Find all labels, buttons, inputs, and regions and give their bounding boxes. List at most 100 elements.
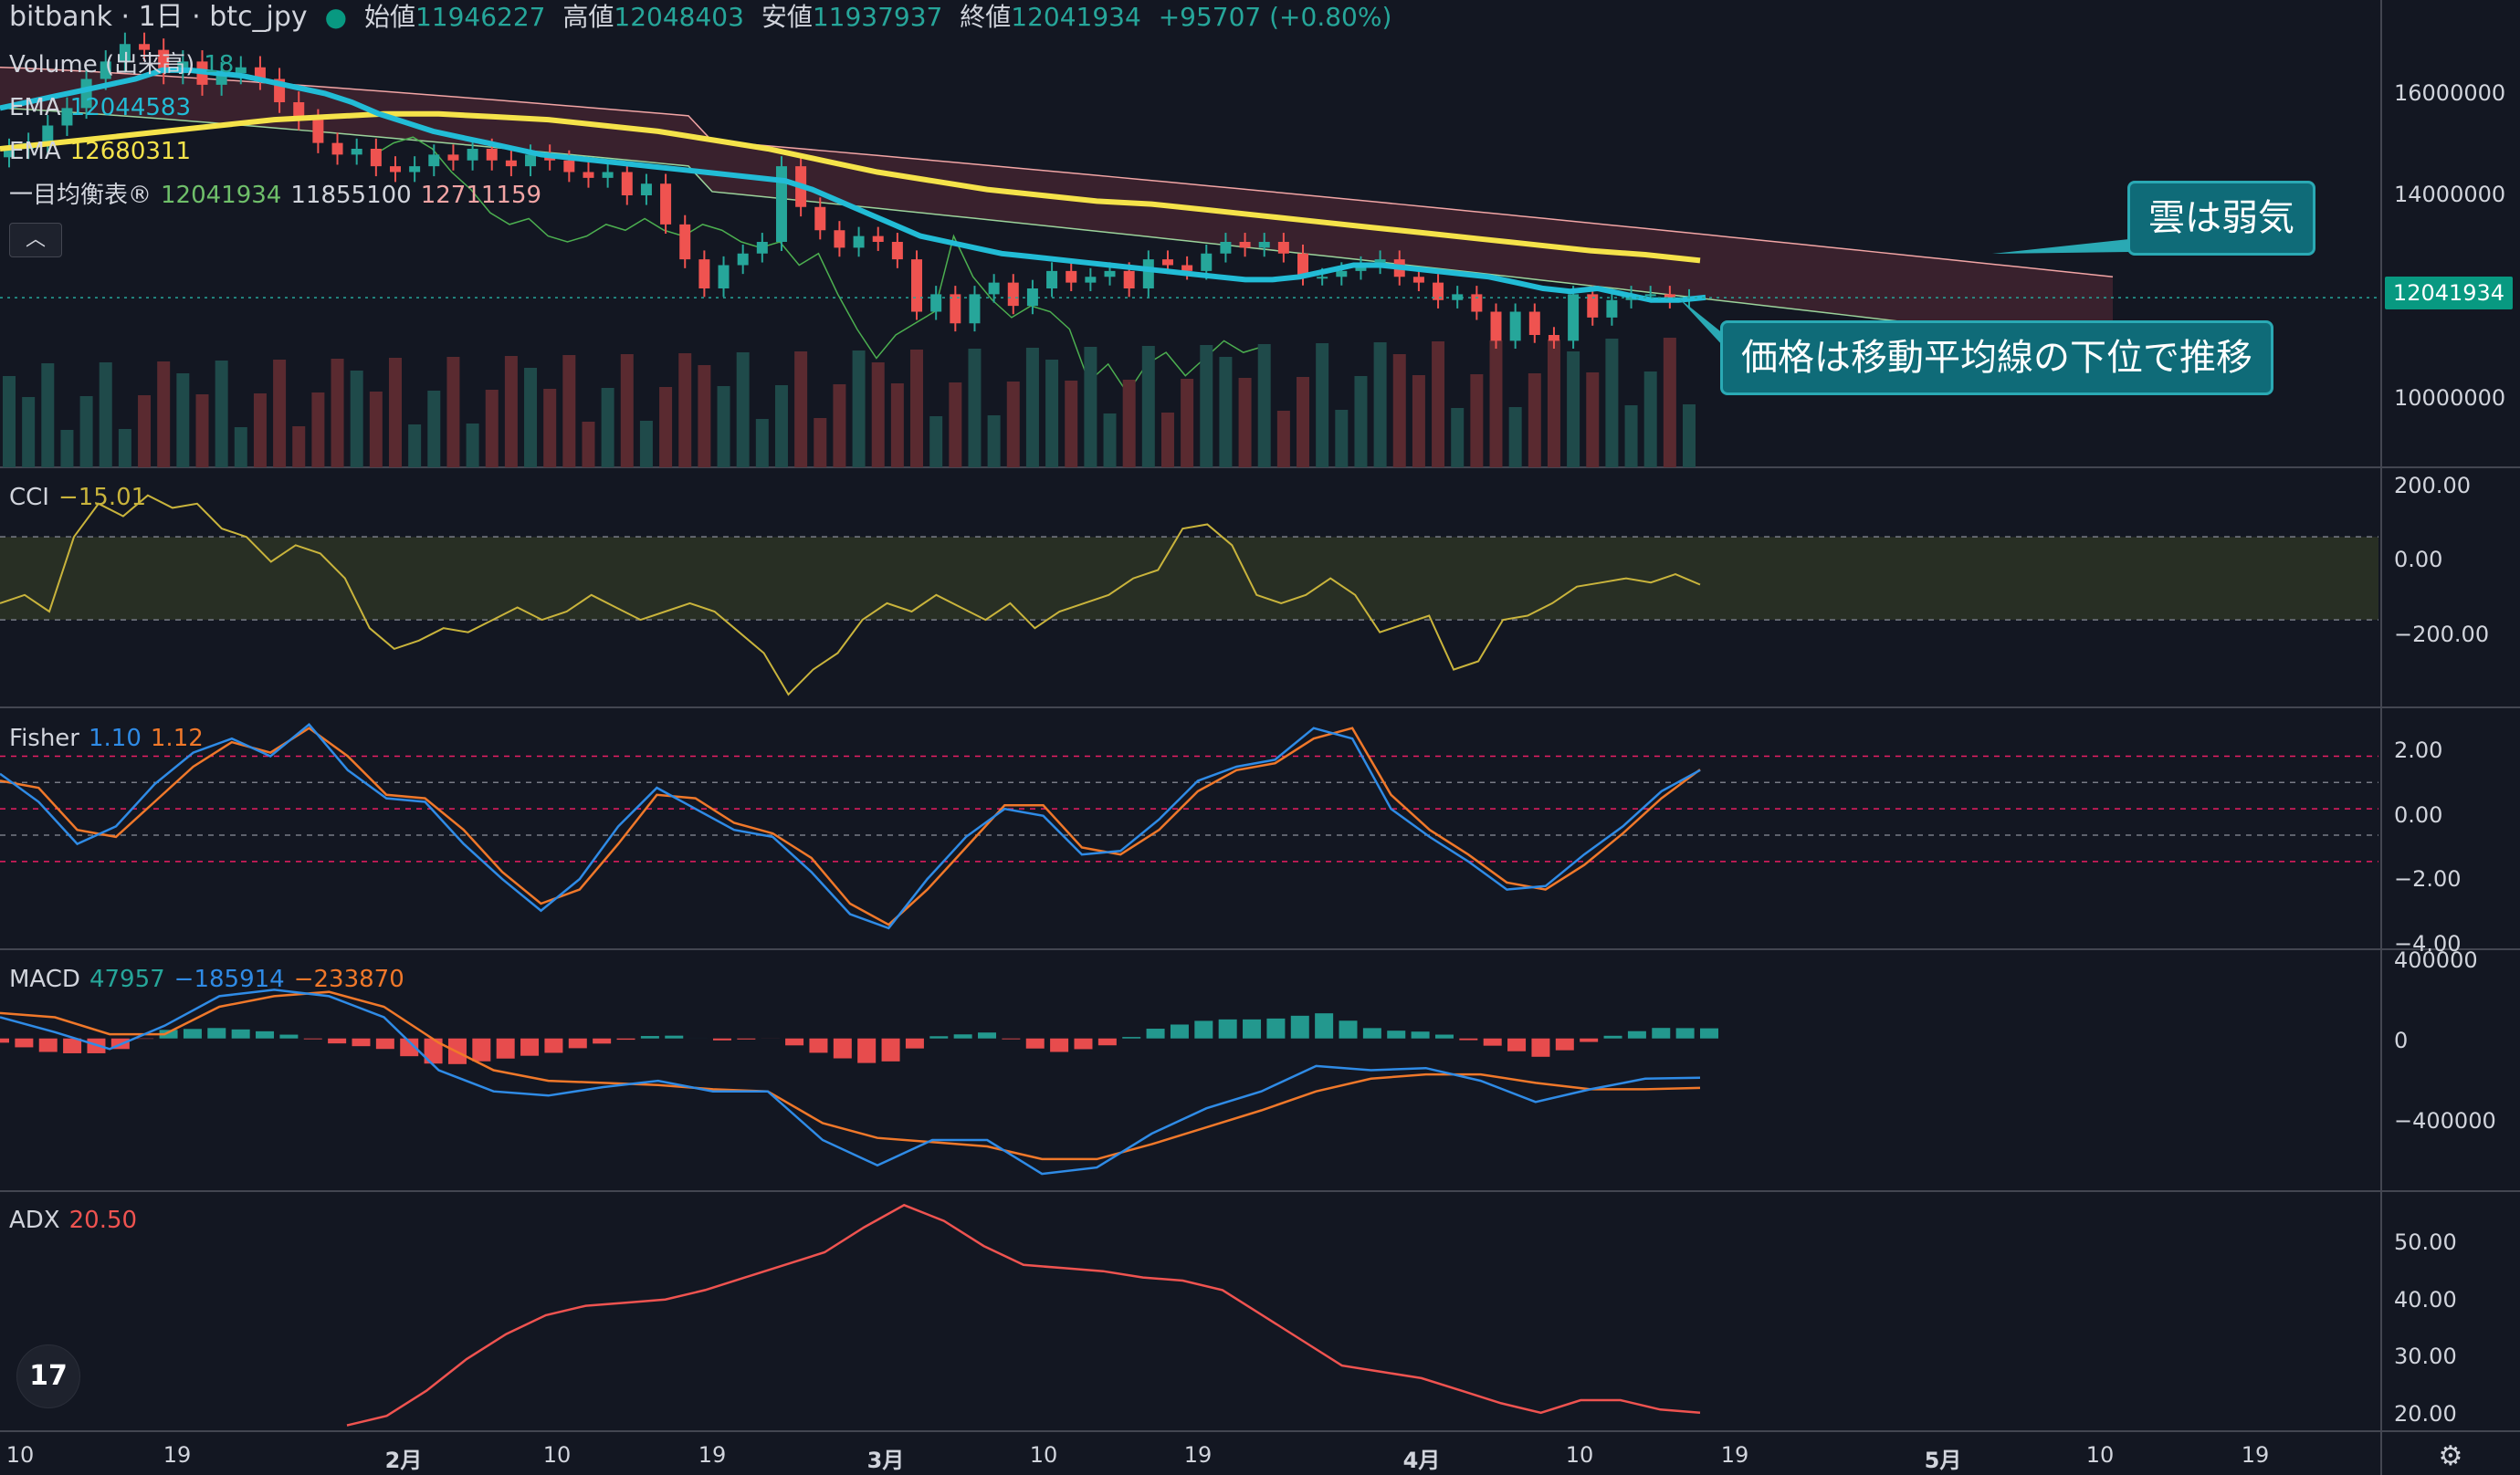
volume-bar [253, 393, 267, 467]
macd-histogram-bar [1002, 1038, 1021, 1040]
fisher-legend[interactable]: Fisher 1.10 1.12 [9, 723, 213, 754]
senkou-span-a [0, 107, 2114, 348]
volume-bar [717, 386, 730, 467]
macd-histogram-bar [328, 1038, 347, 1044]
ema1-legend[interactable]: EMA 12044583 [9, 92, 200, 123]
cci-legend[interactable]: CCI −15.01 [9, 482, 155, 513]
candle-body [389, 166, 401, 173]
time-axis-label: 19 [698, 1442, 727, 1468]
tradingview-logo-icon[interactable]: 17 [16, 1344, 80, 1408]
volume-legend[interactable]: Volume (出来高) 18 [9, 49, 243, 80]
fisher-tick-neg2: −2.00 [2394, 866, 2462, 892]
volume-bar [1547, 340, 1560, 467]
macd-histogram-bar [1434, 1034, 1454, 1039]
volume-bar [1663, 338, 1676, 467]
macd-histogram-bar [1194, 1020, 1213, 1039]
candle-body [312, 120, 324, 143]
volume-bar [949, 382, 962, 467]
candle-body [911, 259, 923, 312]
candle-body [602, 172, 614, 178]
candle-body [235, 67, 247, 74]
macd-value-1: 47957 [89, 966, 165, 993]
fisher-value-2: 1.12 [150, 725, 204, 752]
settings-icon[interactable]: ⚙ [2438, 1440, 2463, 1472]
ema2-legend[interactable]: EMA 12680311 [9, 136, 200, 167]
candle-body [679, 224, 691, 260]
candle-body [1201, 253, 1213, 271]
macd-line [0, 989, 1701, 1176]
volume-bar [408, 424, 422, 467]
candle-body [4, 149, 15, 158]
volume-bar [987, 415, 1001, 467]
adx-legend[interactable]: ADX 20.50 [9, 1205, 146, 1236]
candle-body [1471, 294, 1483, 312]
chikou-span [373, 136, 1264, 395]
macd-histogram-bar [1675, 1028, 1695, 1039]
volume-bar [331, 359, 344, 467]
candle-body [853, 235, 865, 248]
macd-histogram-bar [568, 1038, 587, 1049]
ichimoku-legend[interactable]: 一目均衡表® 12041934 11855100 12711159 [9, 180, 551, 211]
volume-bar [582, 422, 595, 467]
macd-histogram-bar [1315, 1013, 1334, 1039]
macd-value-2: −185914 [173, 966, 285, 993]
volume-bar [138, 395, 152, 467]
candle-body [814, 206, 826, 231]
macd-histogram-bar [544, 1038, 563, 1053]
volume-bar [736, 352, 750, 467]
candle-body [1452, 294, 1464, 300]
candle-body [775, 166, 787, 242]
volume-bar [157, 361, 171, 467]
candle-body [1317, 277, 1328, 279]
fisher-value-1: 1.10 [89, 725, 142, 752]
macd-histogram-bar [929, 1036, 949, 1039]
volume-bar [524, 368, 538, 467]
candle-body [467, 149, 478, 161]
volume-bar [504, 356, 518, 467]
macd-histogram-bar [665, 1035, 684, 1039]
volume-bar [659, 387, 673, 467]
candle-body [1046, 270, 1058, 288]
volume-bar [292, 426, 306, 467]
callout-cloud-weak[interactable]: 雲は弱気 [2127, 181, 2315, 256]
collapse-legend-button[interactable]: ︿ [9, 223, 62, 257]
macd-histogram-bar [1700, 1028, 1718, 1039]
volume-bar [601, 388, 614, 467]
macd-legend[interactable]: MACD 47957 −185914 −233870 [9, 964, 414, 995]
macd-histogram-bar [1170, 1024, 1189, 1039]
time-axis-label: 4月 [1402, 1448, 1441, 1473]
volume-bar [968, 349, 982, 467]
fisher-tick-0: 0.00 [2394, 802, 2443, 828]
candle-body [1606, 299, 1618, 318]
candle-body [737, 253, 749, 266]
symbol-title[interactable]: bitbank · 1日 · btc_jpy [9, 1, 308, 33]
macd-tick-400k: 400000 [2394, 947, 2478, 973]
volume-bar [1412, 375, 1425, 467]
candle-body [1007, 282, 1019, 307]
callout-price-below-ma[interactable]: 価格は移動平均線の下位で推移 [1720, 320, 2273, 395]
macd-histogram-bar [63, 1038, 82, 1053]
macd-histogram-bar [38, 1038, 58, 1052]
fisher-line [0, 723, 1701, 930]
macd-histogram-bar [712, 1038, 731, 1041]
macd-histogram-bar [809, 1038, 828, 1053]
volume-label: Volume (出来高) [9, 51, 195, 78]
adx-line [346, 1203, 1701, 1427]
macd-histogram-bar [1339, 1020, 1358, 1039]
candle-body [428, 154, 440, 167]
macd-histogram-bar [1218, 1019, 1237, 1039]
time-axis-label: 10 [1565, 1442, 1594, 1468]
volume-bar [215, 361, 228, 467]
volume-bar [1605, 339, 1619, 467]
candle-body [660, 183, 672, 225]
volume-bar [1335, 410, 1349, 467]
candle-body [834, 230, 845, 248]
candle-body [1548, 335, 1559, 341]
ema1-label: EMA [9, 94, 61, 121]
volume-bar [1238, 378, 1252, 467]
candle-body [950, 294, 961, 324]
candle-body [1490, 311, 1502, 341]
cci-label: CCI [9, 484, 49, 511]
